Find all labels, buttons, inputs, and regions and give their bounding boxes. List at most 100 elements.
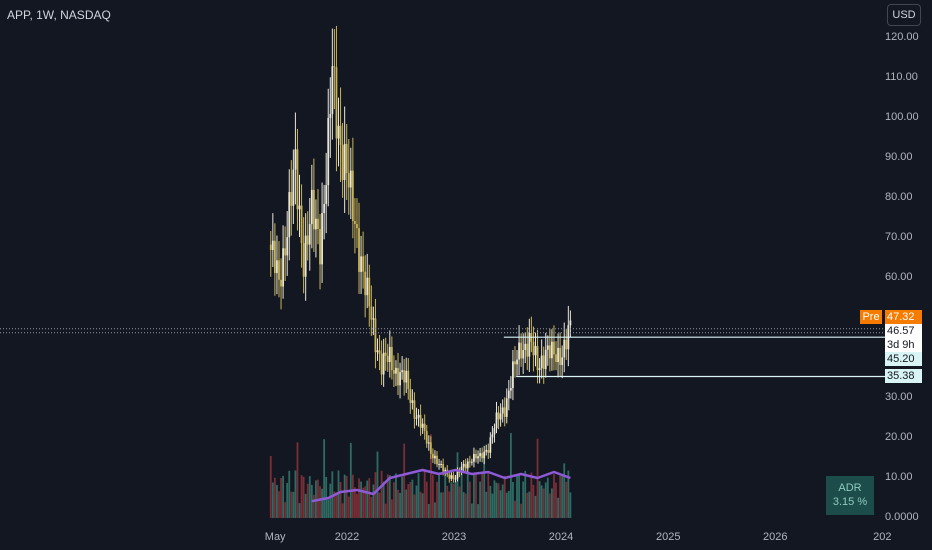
volume-bar [386, 474, 389, 518]
volume-bar [364, 486, 367, 518]
candle-body [526, 343, 529, 357]
y-tick-label: 70.00 [885, 231, 913, 243]
adr-indicator: ADR 3.15 % [826, 476, 874, 515]
volume-bar [306, 483, 309, 518]
candle-body [280, 279, 282, 287]
candle-body [333, 66, 336, 68]
adr-value: 3.15 % [832, 496, 868, 508]
y-tick-label: 10.00 [885, 471, 913, 483]
y-tick-label: 110.00 [885, 71, 918, 83]
candle-body [308, 224, 311, 245]
volume-bar [282, 475, 284, 518]
volume-bar [458, 486, 461, 518]
volume-bar [356, 493, 358, 518]
volume-bar [284, 502, 287, 518]
candle-body [417, 414, 420, 418]
volume-bar [345, 475, 348, 518]
volume-bar [491, 493, 494, 518]
candle-body [294, 149, 297, 170]
volume-bar [444, 475, 447, 518]
volume-bar [269, 456, 272, 518]
volume-bar [497, 483, 500, 518]
volume-bar [559, 475, 562, 518]
x-tick-label: 2023 [441, 531, 467, 543]
y-tick-label: 90.00 [885, 151, 913, 163]
volume-bar [493, 480, 496, 518]
candle-body [456, 471, 459, 479]
volume-bar [341, 503, 344, 518]
candle-body [425, 430, 428, 444]
volume-bar [378, 492, 381, 518]
candle-body [286, 237, 289, 256]
candle-body [448, 474, 451, 479]
candle-body [376, 350, 379, 353]
volume-bar [530, 472, 533, 518]
volume-bar [466, 471, 469, 518]
candle-body [397, 367, 399, 386]
volume-bar [347, 496, 350, 518]
volume-bar [526, 492, 529, 518]
candle-body [542, 355, 545, 370]
x-tick-label: 2024 [548, 531, 574, 543]
candle-body [378, 350, 381, 354]
y-tick-label: 80.00 [885, 191, 913, 203]
volume-bar [532, 484, 535, 518]
volume-bar [540, 485, 543, 518]
candle-body [276, 260, 278, 274]
volume-bar [405, 489, 408, 518]
volume-bar [323, 439, 326, 518]
candle-body [351, 170, 354, 222]
volume-bar [343, 474, 346, 518]
candle-body [518, 342, 520, 360]
candle-body [317, 218, 319, 230]
candle-body [493, 428, 496, 435]
volume-bar [565, 481, 568, 518]
volume-bar [561, 474, 564, 518]
volume-bar [388, 475, 391, 518]
adr-label: ADR [838, 482, 862, 494]
candle-body [368, 277, 371, 307]
candle-body [302, 243, 305, 277]
volume-bar [319, 486, 321, 518]
volume-bar [431, 474, 434, 518]
volume-bar [395, 473, 397, 518]
candle-body [512, 361, 514, 389]
volume-bar [349, 442, 352, 518]
volume-bar [516, 474, 518, 518]
volume-bar [368, 478, 371, 518]
candle-body [306, 235, 309, 245]
volume-bar [477, 504, 479, 518]
volume-bar [321, 488, 323, 518]
volume-bar [370, 496, 373, 518]
candle-body [475, 453, 477, 459]
countdown-badge: 3d 9h [885, 338, 922, 352]
candle-body [290, 192, 293, 206]
candle-body [540, 355, 543, 369]
volume-bar [312, 494, 315, 518]
candle-body [298, 205, 301, 210]
volume-bar [522, 481, 525, 518]
x-tick-label: 2025 [656, 531, 681, 543]
candle-body [565, 339, 568, 350]
volume-bar [475, 474, 477, 518]
candle-body [536, 346, 539, 371]
candle-body [544, 349, 547, 370]
candle-body [354, 221, 356, 224]
candle-body [555, 354, 557, 362]
upper-line-badge: 45.20 [885, 352, 922, 366]
candle-body [296, 149, 299, 210]
candle-body [509, 388, 512, 391]
candle-body [431, 453, 434, 459]
candle-body [390, 346, 393, 371]
currency-button[interactable]: USD [887, 4, 921, 26]
candle-body [436, 455, 438, 465]
x-tick-label: 2026 [763, 531, 788, 543]
volume-bar [380, 470, 383, 518]
volume-bar [271, 482, 274, 518]
volume-bar [358, 478, 360, 518]
volume-bar [553, 474, 555, 518]
volume-bar [397, 489, 399, 518]
candle-body [553, 341, 555, 355]
candle-body [421, 423, 424, 428]
